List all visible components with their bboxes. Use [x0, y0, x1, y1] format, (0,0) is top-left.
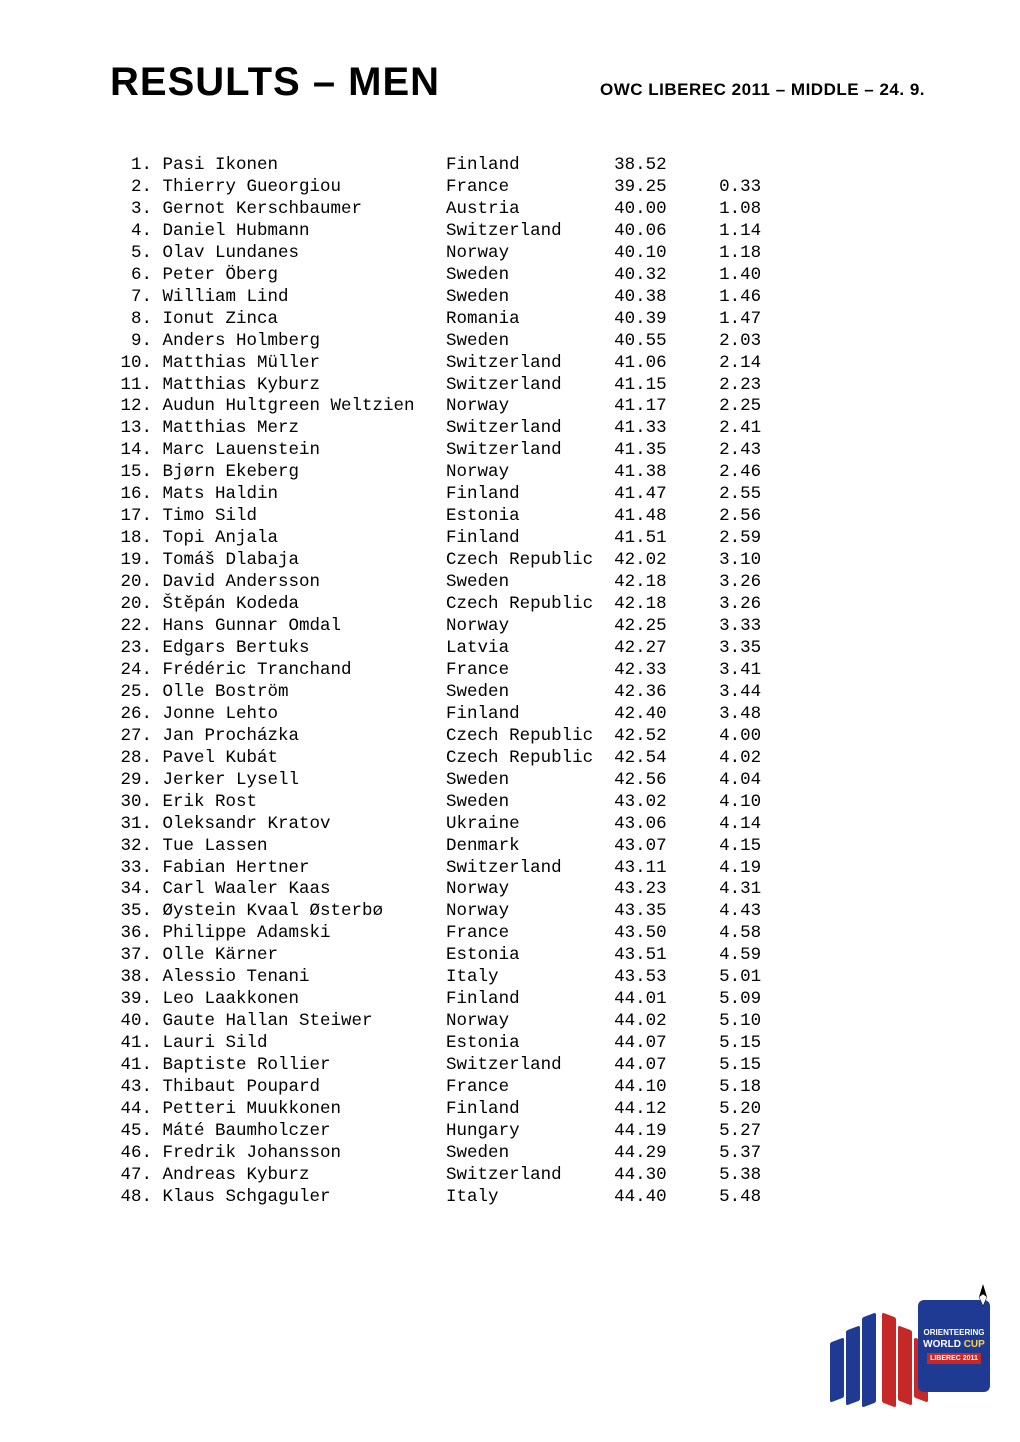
table-row: 20. David Andersson Sweden 42.18 3.26: [110, 572, 925, 594]
page-header: RESULTS – MEN OWC LIBEREC 2011 – MIDDLE …: [110, 60, 925, 105]
table-row: 17. Timo Sild Estonia 41.48 2.56: [110, 506, 925, 528]
page-subtitle: OWC LIBEREC 2011 – MIDDLE – 24. 9.: [600, 80, 925, 100]
table-row: 22. Hans Gunnar Omdal Norway 42.25 3.33: [110, 616, 925, 638]
table-row: 46. Fredrik Johansson Sweden 44.29 5.37: [110, 1143, 925, 1165]
table-row: 29. Jerker Lysell Sweden 42.56 4.04: [110, 770, 925, 792]
table-row: 38. Alessio Tenani Italy 43.53 5.01: [110, 967, 925, 989]
world-cup-badge: ORIENTEERING WORLD CUP LIBEREC 2011: [918, 1300, 990, 1392]
table-row: 47. Andreas Kyburz Switzerland 44.30 5.3…: [110, 1165, 925, 1187]
table-row: 44. Petteri Muukkonen Finland 44.12 5.20: [110, 1099, 925, 1121]
table-row: 48. Klaus Schgaguler Italy 44.40 5.48: [110, 1187, 925, 1209]
table-row: 31. Oleksandr Kratov Ukraine 43.06 4.14: [110, 814, 925, 836]
table-row: 14. Marc Lauenstein Switzerland 41.35 2.…: [110, 440, 925, 462]
table-row: 13. Matthias Merz Switzerland 41.33 2.41: [110, 418, 925, 440]
table-row: 12. Audun Hultgreen Weltzien Norway 41.1…: [110, 396, 925, 418]
badge-line1: ORIENTEERING: [918, 1328, 990, 1338]
table-row: 24. Frédéric Tranchand France 42.33 3.41: [110, 660, 925, 682]
table-row: 34. Carl Waaler Kaas Norway 43.23 4.31: [110, 879, 925, 901]
table-row: 3. Gernot Kerschbaumer Austria 40.00 1.0…: [110, 199, 925, 221]
table-row: 5. Olav Lundanes Norway 40.10 1.18: [110, 243, 925, 265]
table-row: 19. Tomáš Dlabaja Czech Republic 42.02 3…: [110, 550, 925, 572]
table-row: 39. Leo Laakkonen Finland 44.01 5.09: [110, 989, 925, 1011]
compass-icon: [970, 1282, 996, 1308]
table-row: 25. Olle Boström Sweden 42.36 3.44: [110, 682, 925, 704]
table-row: 32. Tue Lassen Denmark 43.07 4.15: [110, 836, 925, 858]
table-row: 4. Daniel Hubmann Switzerland 40.06 1.14: [110, 221, 925, 243]
table-row: 28. Pavel Kubát Czech Republic 42.54 4.0…: [110, 748, 925, 770]
table-row: 16. Mats Haldin Finland 41.47 2.55: [110, 484, 925, 506]
results-table: 1. Pasi Ikonen Finland 38.52 2. Thierry …: [110, 155, 925, 1209]
flags-icon: ORIENTEERING WORLD CUP LIBEREC 2011: [820, 1300, 990, 1430]
table-row: 30. Erik Rost Sweden 43.02 4.10: [110, 792, 925, 814]
table-row: 7. William Lind Sweden 40.38 1.46: [110, 287, 925, 309]
table-row: 37. Olle Kärner Estonia 43.51 4.59: [110, 945, 925, 967]
table-row: 23. Edgars Bertuks Latvia 42.27 3.35: [110, 638, 925, 660]
table-row: 18. Topi Anjala Finland 41.51 2.59: [110, 528, 925, 550]
table-row: 45. Máté Baumholczer Hungary 44.19 5.27: [110, 1121, 925, 1143]
table-row: 40. Gaute Hallan Steiwer Norway 44.02 5.…: [110, 1011, 925, 1033]
table-row: 26. Jonne Lehto Finland 42.40 3.48: [110, 704, 925, 726]
table-row: 2. Thierry Gueorgiou France 39.25 0.33: [110, 177, 925, 199]
table-row: 15. Bjørn Ekeberg Norway 41.38 2.46: [110, 462, 925, 484]
table-row: 6. Peter Öberg Sweden 40.32 1.40: [110, 265, 925, 287]
badge-line3: LIBEREC 2011: [927, 1353, 981, 1364]
table-row: 1. Pasi Ikonen Finland 38.52: [110, 155, 925, 177]
table-row: 43. Thibaut Poupard France 44.10 5.18: [110, 1077, 925, 1099]
table-row: 9. Anders Holmberg Sweden 40.55 2.03: [110, 331, 925, 353]
table-row: 8. Ionut Zinca Romania 40.39 1.47: [110, 309, 925, 331]
badge-line2: WORLD CUP: [918, 1338, 990, 1351]
table-row: 10. Matthias Müller Switzerland 41.06 2.…: [110, 353, 925, 375]
table-row: 35. Øystein Kvaal Østerbø Norway 43.35 4…: [110, 901, 925, 923]
table-row: 11. Matthias Kyburz Switzerland 41.15 2.…: [110, 375, 925, 397]
table-row: 41. Baptiste Rollier Switzerland 44.07 5…: [110, 1055, 925, 1077]
table-row: 36. Philippe Adamski France 43.50 4.58: [110, 923, 925, 945]
table-row: 33. Fabian Hertner Switzerland 43.11 4.1…: [110, 858, 925, 880]
table-row: 41. Lauri Sild Estonia 44.07 5.15: [110, 1033, 925, 1055]
page-title: RESULTS – MEN: [110, 60, 440, 105]
event-logo: ORIENTEERING WORLD CUP LIBEREC 2011: [820, 1300, 990, 1430]
table-row: 27. Jan Procházka Czech Republic 42.52 4…: [110, 726, 925, 748]
table-row: 20. Štěpán Kodeda Czech Republic 42.18 3…: [110, 594, 925, 616]
